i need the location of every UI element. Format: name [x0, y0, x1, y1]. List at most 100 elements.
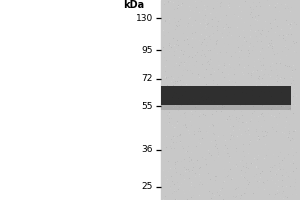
- Point: [167, 148, 171, 151]
- Point: [223, 121, 228, 125]
- Point: [208, 9, 213, 12]
- Point: [172, 94, 177, 97]
- Point: [269, 13, 274, 17]
- Point: [226, 186, 230, 189]
- Point: [248, 172, 253, 175]
- Point: [189, 83, 194, 86]
- Point: [222, 180, 227, 183]
- Point: [272, 76, 277, 80]
- Point: [175, 19, 180, 22]
- Point: [208, 68, 213, 72]
- Point: [215, 39, 220, 42]
- Point: [279, 82, 284, 85]
- Point: [219, 50, 224, 53]
- Point: [227, 196, 232, 199]
- Point: [266, 148, 271, 151]
- Point: [262, 135, 267, 138]
- Point: [199, 182, 203, 185]
- Point: [176, 32, 181, 35]
- Point: [266, 81, 271, 84]
- Point: [278, 184, 282, 187]
- Point: [225, 137, 230, 140]
- Point: [240, 186, 245, 189]
- Point: [254, 84, 259, 87]
- Point: [243, 18, 248, 22]
- Point: [202, 76, 207, 79]
- Point: [174, 95, 179, 99]
- Point: [254, 130, 259, 133]
- Point: [180, 2, 185, 5]
- Point: [214, 110, 219, 113]
- Point: [277, 34, 282, 37]
- Point: [274, 47, 279, 50]
- Point: [228, 125, 233, 128]
- Point: [271, 170, 275, 173]
- Point: [263, 130, 268, 133]
- Point: [168, 143, 173, 146]
- Point: [283, 165, 288, 168]
- Point: [208, 38, 213, 41]
- Point: [203, 73, 208, 76]
- Point: [191, 198, 196, 200]
- Point: [264, 139, 268, 143]
- Point: [196, 163, 201, 166]
- Point: [243, 132, 248, 135]
- Point: [248, 70, 253, 73]
- Point: [210, 98, 215, 101]
- Point: [206, 96, 211, 99]
- Point: [165, 86, 170, 89]
- Point: [277, 74, 282, 77]
- Point: [181, 62, 185, 65]
- Point: [254, 80, 259, 83]
- Point: [204, 155, 208, 158]
- Point: [189, 196, 194, 199]
- Point: [218, 175, 222, 178]
- Point: [241, 11, 246, 15]
- Point: [183, 30, 188, 33]
- Point: [218, 18, 223, 21]
- Point: [208, 12, 213, 15]
- Point: [280, 174, 285, 177]
- Point: [216, 177, 220, 180]
- Point: [244, 88, 249, 91]
- Point: [216, 191, 221, 194]
- Point: [228, 100, 232, 103]
- Point: [211, 79, 216, 82]
- Point: [228, 93, 233, 96]
- Point: [214, 6, 219, 9]
- Point: [177, 134, 182, 137]
- Point: [208, 49, 213, 52]
- Point: [169, 80, 174, 83]
- Point: [184, 107, 189, 110]
- Point: [292, 83, 297, 86]
- Point: [249, 112, 254, 115]
- Point: [190, 57, 195, 60]
- Point: [248, 6, 253, 9]
- Point: [197, 159, 202, 162]
- Point: [265, 42, 270, 46]
- Point: [192, 21, 197, 25]
- Point: [274, 121, 279, 125]
- Point: [176, 4, 181, 7]
- Point: [268, 51, 273, 54]
- Point: [187, 63, 192, 66]
- Point: [196, 27, 201, 30]
- Point: [199, 8, 204, 11]
- Point: [229, 55, 234, 58]
- Point: [183, 124, 188, 127]
- Point: [273, 18, 278, 21]
- Point: [284, 137, 288, 140]
- Point: [291, 142, 296, 145]
- Point: [232, 77, 237, 80]
- Point: [280, 197, 285, 200]
- Point: [178, 79, 183, 82]
- Point: [164, 118, 168, 121]
- Point: [202, 24, 207, 27]
- Point: [221, 66, 226, 69]
- Point: [204, 18, 209, 21]
- Point: [163, 72, 168, 76]
- Point: [272, 1, 277, 4]
- Point: [278, 196, 283, 199]
- Point: [240, 58, 245, 61]
- Point: [163, 175, 168, 178]
